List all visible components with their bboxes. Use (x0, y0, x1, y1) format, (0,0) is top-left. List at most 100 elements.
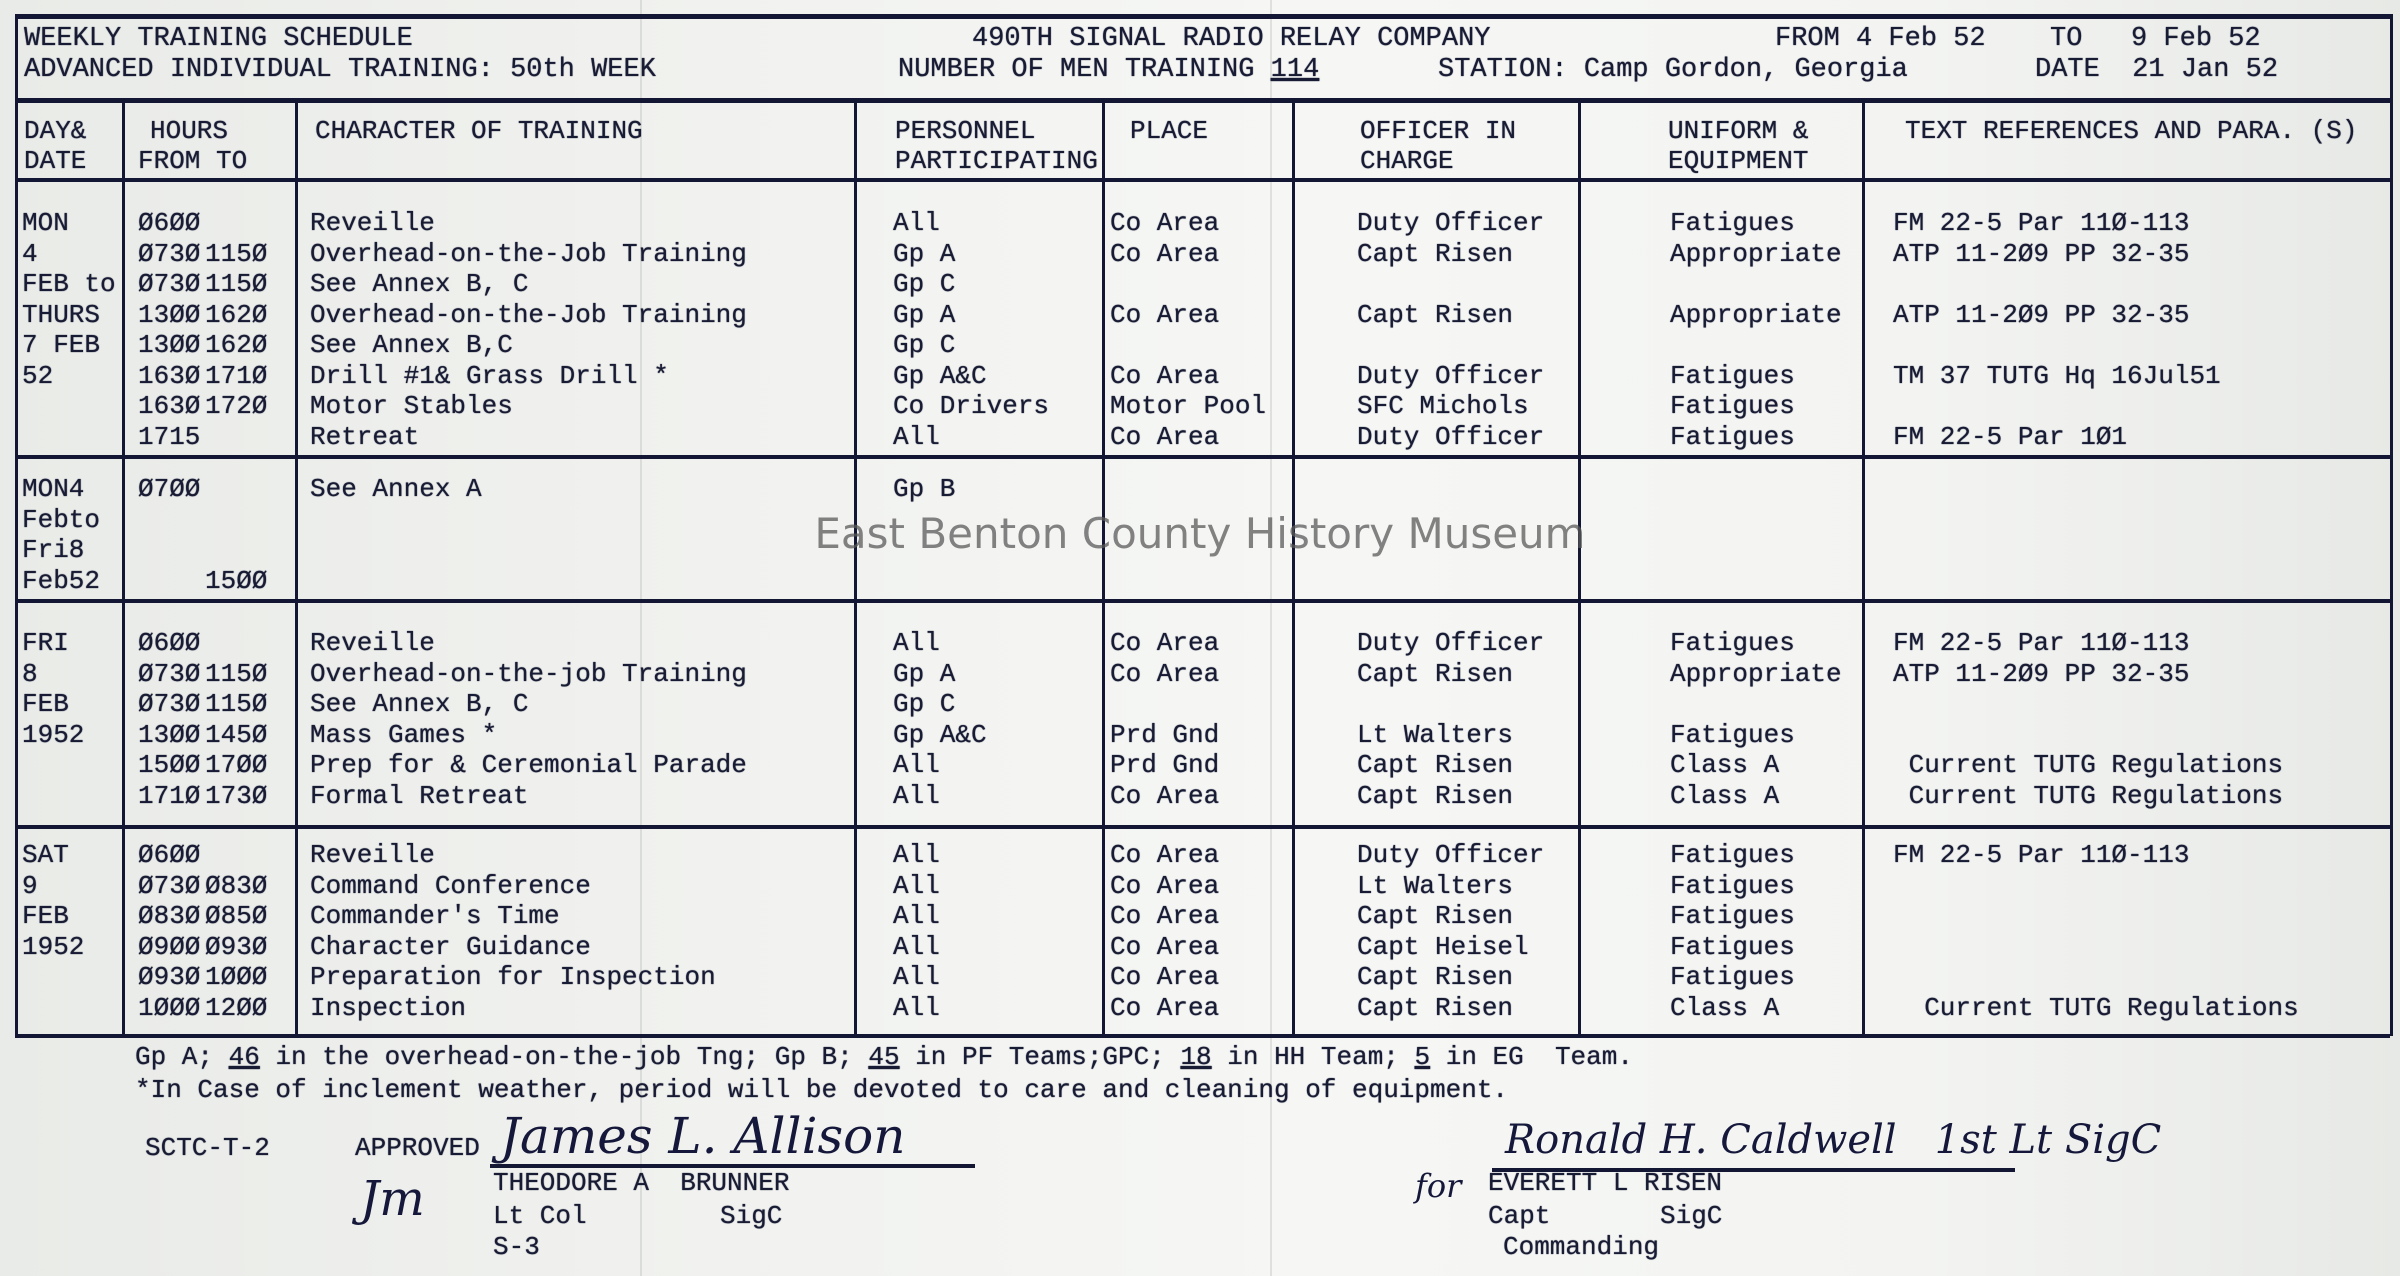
from-label: FROM (1775, 24, 1840, 54)
cell-uniform: Class A (1670, 780, 1780, 811)
cell-to: Ø83Ø (205, 870, 268, 901)
approver-rank: Lt Col (493, 1201, 587, 1231)
cell-place: Co Area (1110, 901, 1220, 931)
cell-to: 162Ø (205, 299, 268, 330)
cell-place: Co Area (1110, 992, 1220, 1023)
day-date-line: 7 FEB (22, 330, 101, 360)
cell-from: Ø7ØØ (138, 474, 201, 504)
cell-to: 171Ø (205, 360, 268, 391)
day-date-line: MON (22, 208, 69, 238)
cell-place: Co Area (1110, 840, 1220, 870)
signature-line (1492, 1168, 2015, 1172)
date-value: 21 Jan 52 (2132, 55, 2279, 85)
group-b-count: 45 (868, 1042, 900, 1072)
cell-reference: ATP 11-2Ø9 PP 32-35 (1893, 658, 2190, 689)
cell-place: Prd Gnd (1110, 719, 1220, 750)
cell-character: Reveille (310, 628, 435, 658)
cell-to: 15ØØ (205, 565, 268, 596)
cell-uniform: Fatigues (1670, 360, 1795, 391)
cell-personnel: Gp A (893, 238, 956, 269)
watermark: East Benton County History Museum (814, 509, 1586, 558)
day-date-line: Feb52 (22, 565, 101, 596)
cell-from: 15ØØ (138, 750, 201, 780)
cell-reference: Current TUTG Regulations (1893, 992, 2299, 1023)
cell-personnel: All (893, 962, 940, 992)
column-line (1102, 100, 1105, 1036)
cell-reference: TM 37 TUTG Hq 16Jul51 (1893, 360, 2221, 391)
cell-character: See Annex B, C (310, 269, 529, 299)
col-uniform-1: UNIFORM & (1668, 116, 1809, 146)
cell-character: Commander's Time (310, 901, 560, 931)
group-counts: Gp A; 46 in the overhead-on-the-job Tng;… (135, 1042, 1633, 1072)
cell-character: Retreat (310, 421, 420, 452)
cell-character: Reveille (310, 840, 435, 870)
cell-officer: Capt Risen (1357, 238, 1514, 269)
cell-from: Ø9ØØ (138, 931, 201, 962)
cell-personnel: All (893, 628, 940, 658)
cell-uniform: Fatigues (1670, 840, 1795, 870)
cell-place: Co Area (1110, 931, 1220, 962)
cell-place: Co Area (1110, 299, 1220, 330)
cell-from: 1ØØØ (138, 992, 201, 1023)
top-border (15, 14, 2390, 19)
from-date: FROM 4 Feb 52 (1775, 24, 1986, 54)
group-a-count: 46 (228, 1042, 260, 1072)
left-border (15, 14, 18, 1036)
cell-uniform: Fatigues (1670, 719, 1795, 750)
cell-from: Ø93Ø (138, 962, 201, 992)
cell-to: 12ØØ (205, 992, 268, 1023)
cell-to: 115Ø (205, 689, 268, 719)
cell-uniform: Fatigues (1670, 421, 1795, 452)
column-line (295, 100, 298, 1036)
col-reference: TEXT REFERENCES AND PARA. (S) (1905, 116, 2358, 146)
cell-place: Prd Gnd (1110, 750, 1220, 780)
column-line (1578, 100, 1581, 1036)
cell-officer: Lt Walters (1357, 719, 1514, 750)
col-place: PLACE (1130, 116, 1209, 146)
cell-character: See Annex A (310, 474, 482, 504)
from-value: 4 Feb 52 (1856, 24, 1986, 54)
col-hours-1: HOURS (150, 116, 229, 146)
schedule-subtitle: ADVANCED INDIVIDUAL TRAINING: 50th WEEK (24, 55, 656, 85)
approver-office: S-3 (493, 1232, 540, 1262)
cell-to: Ø93Ø (205, 931, 268, 962)
col-personnel-2: PARTICIPATING (895, 146, 1098, 176)
cell-personnel: Co Drivers (893, 391, 1050, 421)
to-date: TO 9 Feb 52 (2050, 24, 2261, 54)
cell-place: Co Area (1110, 238, 1220, 269)
cell-personnel: All (893, 901, 940, 931)
day-date-line: 52 (22, 360, 54, 391)
cell-character: See Annex B, C (310, 689, 529, 719)
group-a-text: in the overhead-on-the-job Tng; Gp B; (275, 1042, 853, 1072)
cell-character: Preparation for Inspection (310, 962, 716, 992)
cell-place: Co Area (1110, 628, 1220, 658)
to-value: 9 Feb 52 (2131, 24, 2261, 54)
day-date-line: FEB (22, 901, 69, 931)
approver-name: THEODORE A BRUNNER (493, 1168, 790, 1198)
column-line (1292, 100, 1295, 1036)
cell-reference: FM 22-5 Par 11Ø-113 (1893, 628, 2190, 658)
cell-officer: Capt Risen (1357, 992, 1514, 1023)
cell-personnel: All (893, 992, 940, 1023)
cell-place: Motor Pool (1110, 391, 1267, 421)
cell-personnel: Gp C (893, 269, 956, 299)
cell-reference: FM 22-5 Par 1Ø1 (1893, 421, 2128, 452)
day-date-line: FRI (22, 628, 69, 658)
issue-date: DATE 21 Jan 52 (2035, 55, 2278, 85)
cell-officer: Capt Risen (1357, 901, 1514, 931)
cell-to: 173Ø (205, 780, 268, 811)
cell-uniform: Class A (1670, 750, 1780, 780)
cell-to: Ø85Ø (205, 901, 268, 931)
col-day-1: DAY& (24, 116, 87, 146)
cell-personnel: Gp A (893, 658, 956, 689)
cell-from: 13ØØ (138, 299, 201, 330)
cell-from: 1715 (138, 421, 201, 452)
section-divider (15, 825, 2390, 829)
cell-officer: Duty Officer (1357, 208, 1545, 238)
cell-place: Co Area (1110, 780, 1220, 811)
cell-place: Co Area (1110, 360, 1220, 391)
bottom-border (15, 1034, 2390, 1038)
cell-officer: SFC Michols (1357, 391, 1529, 421)
paper-fold (640, 0, 642, 1276)
cell-from: Ø6ØØ (138, 840, 201, 870)
